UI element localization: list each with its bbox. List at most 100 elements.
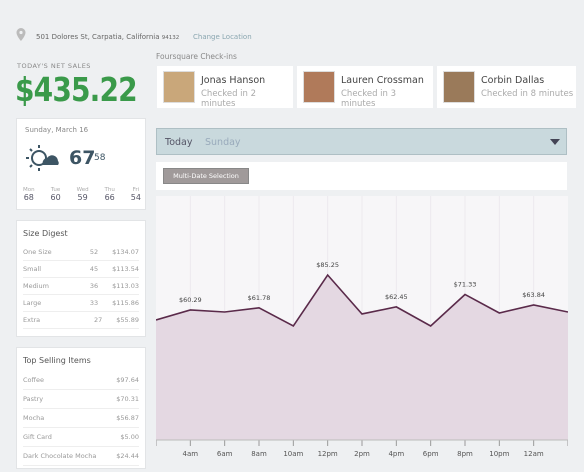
- table-row: Gift Card $5.00: [23, 428, 139, 447]
- x-tick-label: 8pm: [457, 450, 473, 458]
- forecast-day: Fri 54: [131, 187, 141, 202]
- table-row: Coffee $97.64: [23, 371, 139, 390]
- period: Today: [165, 137, 193, 148]
- forecast-day: Mon 68: [23, 187, 35, 202]
- temp-high: 67: [69, 147, 96, 169]
- table-row: Small 45 $113.54: [23, 261, 139, 278]
- cell: Mocha: [23, 414, 45, 422]
- toolbar: Multi-Date Selection: [156, 162, 567, 190]
- person-time: Checked in 3 minutes: [341, 89, 397, 109]
- cell: Coffee: [23, 376, 44, 384]
- day-name: Thu: [104, 187, 115, 193]
- cell: 33: [89, 299, 99, 307]
- multi-date-button[interactable]: Multi-Date Selection: [163, 168, 249, 184]
- cell: $134.07: [112, 248, 139, 256]
- pin-icon: [16, 28, 26, 41]
- cell: Pastry: [23, 395, 44, 403]
- value-label: $62.45: [385, 293, 408, 301]
- temp-low: 58: [94, 153, 106, 163]
- value-label: $60.29: [179, 296, 202, 304]
- cell: 36: [89, 282, 99, 290]
- cell: $113.54: [112, 265, 139, 273]
- cell: 45: [89, 265, 99, 273]
- line: [156, 273, 568, 328]
- section-title: Size Digest: [23, 229, 68, 238]
- size-table: One Size 52 $134.07 Small 45 $113.54 Medium 36 $…: [23, 244, 139, 329]
- weather-icon: [26, 145, 59, 171]
- change-location[interactable]: Change Location: [193, 33, 252, 41]
- day-name: Wed: [76, 187, 89, 193]
- x-tick-label: 12pm: [318, 450, 338, 458]
- cell: 52: [89, 248, 99, 256]
- day-name: Tue: [50, 187, 61, 193]
- forecast-day: Tue 60: [51, 187, 61, 202]
- cell: One Size: [23, 248, 52, 256]
- sales-label: TODAY'S NET SALES: [17, 62, 91, 70]
- avatar: [443, 71, 475, 103]
- forecast-day: Thu 66: [105, 187, 115, 202]
- cell: $115.86: [112, 299, 139, 307]
- table-row: Pastry $70.31: [23, 390, 139, 409]
- dropdown-arrow: [550, 139, 560, 145]
- table-row: Extra 27 $55.89: [23, 312, 139, 329]
- day-name: Mon: [23, 187, 35, 193]
- person-time: Checked in 8 minutes: [481, 89, 574, 99]
- cell: 27: [93, 316, 103, 324]
- cell: $97.64: [116, 376, 139, 384]
- checkin-card: Lauren Crossman Checked in 3 minutes: [297, 66, 433, 109]
- x-tick-label: 4am: [183, 450, 199, 458]
- period-dropdown[interactable]: Today Sunday: [156, 128, 567, 155]
- value-label: $85.25: [316, 261, 339, 269]
- cell: Extra: [23, 316, 41, 324]
- section-title: Top Selling Items: [23, 356, 91, 365]
- cell: $113.03: [112, 282, 139, 290]
- table-row: Medium 36 $113.03: [23, 278, 139, 295]
- x-tick-label: 6am: [217, 450, 233, 458]
- x-tick-label: 6pm: [423, 450, 439, 458]
- table-row: One Size 52 $134.07: [23, 244, 139, 261]
- checkins-title: Foursquare Check-ins: [156, 52, 237, 61]
- cell: $56.87: [116, 414, 139, 422]
- day-temp: 54: [130, 193, 141, 202]
- checkin-card: Corbin Dallas Checked in 8 minutes: [437, 66, 576, 108]
- checkin-card: Jonas Hanson Checked in 2 minutes: [157, 66, 293, 109]
- x-tick-label: 12am: [524, 450, 544, 458]
- person-name: Lauren Crossman: [341, 75, 424, 86]
- address: 501 Dolores St, Carpatia, California 941…: [36, 33, 179, 41]
- cell: $5.00: [120, 433, 139, 441]
- x-tick-label: 2pm: [354, 450, 370, 458]
- weather-card: Sunday, March 16 67 58 Mon 68 Tue 60 Wed 59 Th…: [16, 118, 146, 210]
- person-name: Jonas Hanson: [201, 75, 266, 86]
- forecast: Mon 68 Tue 60 Wed 59 Thu 66 Fri 54: [23, 187, 141, 202]
- weather-date: Sunday, March 16: [25, 126, 89, 134]
- x-tick-label: 4pm: [388, 450, 404, 458]
- x-tick-label: 10am: [283, 450, 303, 458]
- person-name: Corbin Dallas: [481, 75, 545, 86]
- sales-chart: 4am 6am 8am 10am 12pm 2pm 4pm 6pm 8pm 10pm 12am $60…: [156, 196, 568, 458]
- day-temp: 59: [77, 193, 88, 202]
- day-temp: 68: [23, 193, 34, 202]
- cell: Small: [23, 265, 42, 273]
- day-temp: 60: [50, 193, 61, 202]
- value-label: $61.78: [248, 294, 271, 302]
- items-table: Coffee $97.64 Pastry $70.31 Mocha $56.87 Gift …: [23, 371, 139, 466]
- value-label: $71.33: [454, 280, 477, 288]
- person-time: Checked in 2 minutes: [201, 89, 257, 109]
- x-tick-label: 8am: [251, 450, 267, 458]
- top-items: Top Selling Items Coffee $97.64 Pastry $70.…: [16, 347, 146, 469]
- avatar: [163, 71, 195, 103]
- size-digest: Size Digest One Size 52 $134.07 Small 45 $113…: [16, 220, 146, 337]
- cell: Large: [23, 299, 42, 307]
- cell: $55.89: [116, 316, 139, 324]
- day-name: Fri: [132, 187, 140, 193]
- avatar: [303, 71, 335, 103]
- table-row: Large 33 $115.86: [23, 295, 139, 312]
- zip: 94132: [161, 35, 180, 41]
- cell: Dark Chocolate Mocha: [23, 452, 97, 460]
- cell: $70.31: [116, 395, 139, 403]
- cell: Gift Card: [23, 433, 52, 441]
- cell: Medium: [23, 282, 49, 290]
- sales-amount: $435.22: [15, 70, 138, 109]
- address-text: 501 Dolores St, Carpatia, California: [36, 33, 160, 41]
